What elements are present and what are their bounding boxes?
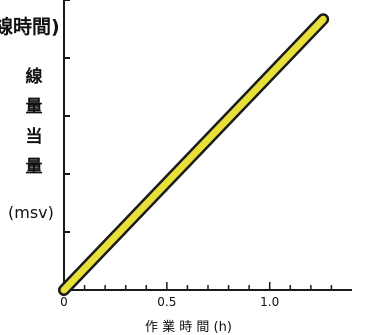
x-tick-label: 0.5 xyxy=(157,295,176,309)
y-axis-label-char: 量 xyxy=(26,156,43,177)
series-line xyxy=(60,15,327,294)
y-axis-label-char: 当 xyxy=(26,126,43,147)
x-tick-label: 1.0 xyxy=(260,295,279,309)
x-axis-label: 作 業 時 間 (h) xyxy=(145,319,232,335)
y-axis-ticks xyxy=(64,0,70,233)
x-axis-ticks xyxy=(83,282,333,290)
y-axis-label-char: 量 xyxy=(26,96,43,117)
x-tick-label: 0 xyxy=(60,295,68,309)
y-axis-label-char: 線 xyxy=(26,66,43,87)
title-fragment: 線時間) xyxy=(0,15,60,38)
x-tick-labels: 0 0.5 1.0 xyxy=(60,295,279,309)
y-axis-unit: (msv) xyxy=(8,203,54,222)
